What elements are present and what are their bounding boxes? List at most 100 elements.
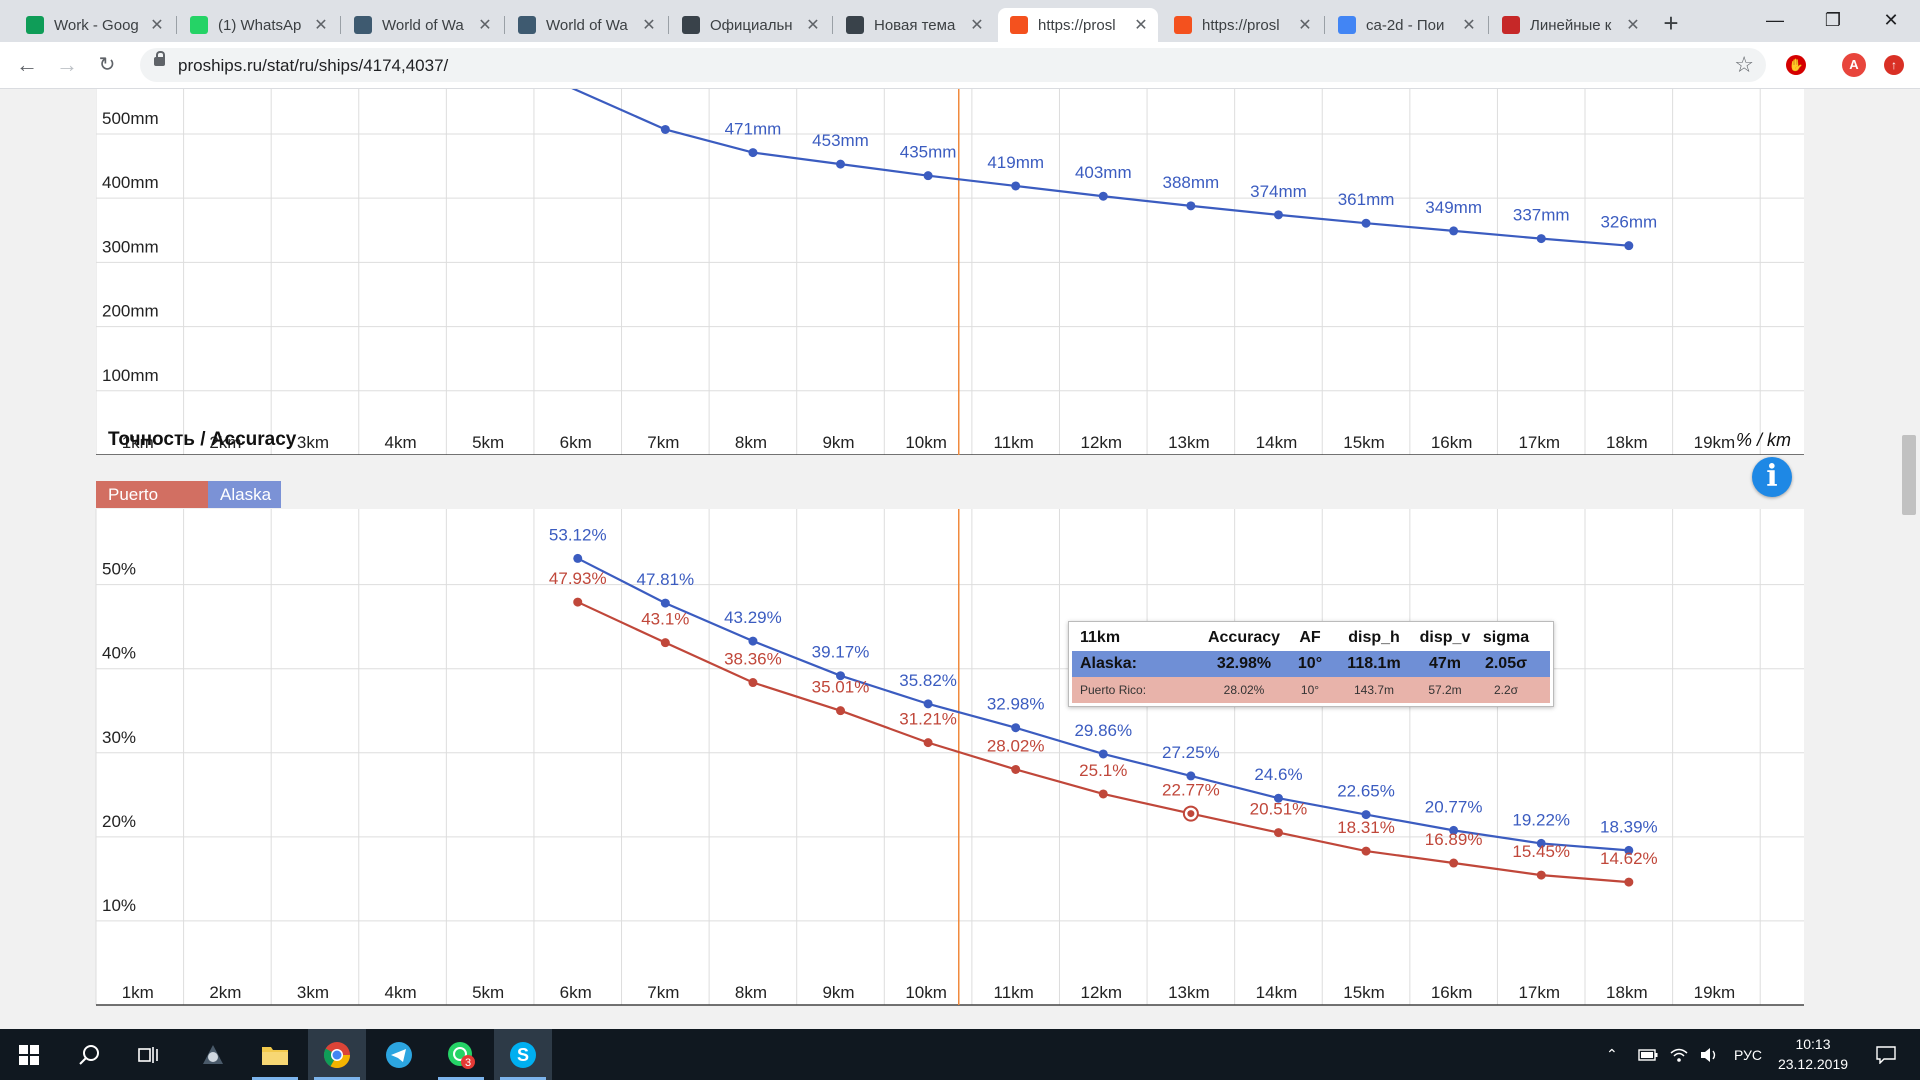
language-indicator[interactable]: РУС — [1734, 1046, 1763, 1063]
accuracy-tooltip: 11km Accuracy AF disp_h disp_v sigma Ala… — [1068, 621, 1554, 707]
tab-separator — [340, 16, 341, 34]
address-bar[interactable]: proships.ru/stat/ru/ships/4174,4037/ ☆ — [140, 48, 1766, 82]
profile-avatar[interactable]: A — [1842, 53, 1866, 77]
browser-tab-strip: + — ❐ ✕ Work - Goog ✕ (1) WhatsAp ✕ World of… — [0, 0, 1920, 42]
system-clock[interactable]: 10:13 23.12.2019 — [1768, 1034, 1858, 1074]
browser-tab-title: World of Wa — [382, 16, 464, 34]
tooltip-sigma-value: 2.05σ — [1484, 655, 1528, 672]
browser-tab[interactable]: World of Wa ✕ — [342, 8, 502, 42]
accuracy-chart-panel — [96, 509, 1804, 1005]
tooltip-ship-name: Puerto Rico: — [1080, 683, 1147, 697]
tooltip-col-accuracy: Accuracy — [1207, 629, 1281, 646]
url-text[interactable]: proships.ru/stat/ru/ships/4174,4037/ — [178, 56, 449, 75]
forward-icon[interactable]: → — [56, 52, 78, 77]
reload-icon[interactable]: ↻ — [98, 54, 116, 76]
site-icon — [1502, 16, 1520, 34]
bookmark-star-icon[interactable]: ☆ — [1734, 52, 1754, 77]
browser-tab[interactable]: Линейные к ✕ — [1490, 8, 1650, 42]
page-scrollbar[interactable] — [1898, 89, 1920, 1029]
whatsapp-taskbar-icon[interactable]: 3 — [432, 1029, 490, 1080]
tooltip-distance: 11km — [1080, 629, 1121, 646]
wows-icon — [518, 16, 536, 34]
whatsapp-icon — [190, 16, 208, 34]
accuracy-unit-label: % / km — [1736, 430, 1792, 450]
minimize-button[interactable]: — — [1766, 10, 1784, 30]
tab-separator — [668, 16, 669, 34]
back-icon[interactable]: ← — [16, 52, 38, 77]
penetration-chart-panel — [96, 89, 1804, 455]
browser-tab[interactable]: https://prosl ✕ — [1162, 8, 1322, 42]
browser-tab-title: Новая тема — [874, 16, 956, 34]
tooltip-col-af: AF — [1299, 629, 1321, 646]
file-explorer-icon[interactable] — [246, 1029, 304, 1080]
browser-tab-title: Официальн — [710, 16, 793, 34]
browser-tab-title: Линейные к — [1530, 16, 1612, 34]
tab-close-icon[interactable]: ✕ — [478, 17, 492, 34]
chrome-taskbar-icon[interactable] — [308, 1029, 366, 1080]
browser-toolbar: ← → ↻ proships.ru/stat/ru/ships/4174,403… — [0, 42, 1920, 89]
tooltip-col-disp-h: disp_h — [1348, 629, 1400, 646]
browser-tab[interactable]: https://prosl ✕ — [998, 8, 1158, 42]
tray-chevron-icon[interactable]: ⌃ — [1606, 1046, 1618, 1062]
browser-tab-title: World of Wa — [546, 16, 628, 34]
tab-close-icon[interactable]: ✕ — [1626, 17, 1640, 34]
tooltip-disp-h-value: 143.7m — [1353, 683, 1395, 697]
tab-close-icon[interactable]: ✕ — [806, 17, 820, 34]
info-icon[interactable]: i — [1752, 457, 1792, 497]
extension-adblock-icon[interactable]: ✋ — [1786, 55, 1806, 75]
browser-tab[interactable]: Новая тема ✕ — [834, 8, 994, 42]
telegram-icon[interactable] — [370, 1029, 428, 1080]
tab-close-icon[interactable]: ✕ — [314, 17, 328, 34]
start-windows-icon[interactable] — [0, 1029, 58, 1080]
update-menu-icon[interactable]: ↑ — [1884, 55, 1904, 75]
lock-icon[interactable] — [154, 51, 165, 66]
volume-icon[interactable] — [1700, 1029, 1720, 1080]
tab-close-icon[interactable]: ✕ — [1134, 17, 1148, 34]
maximize-button[interactable]: ❐ — [1824, 10, 1842, 30]
tooltip-disp-v-value: 47m — [1428, 655, 1462, 672]
legend-puerto-rico[interactable]: Puerto Rico — [96, 481, 208, 531]
tab-close-icon[interactable]: ✕ — [1462, 17, 1476, 34]
tab-separator — [1488, 16, 1489, 34]
browser-tab[interactable]: Work - Goog ✕ — [14, 8, 174, 42]
scrollbar-thumb[interactable] — [1902, 435, 1916, 515]
accuracy-chart-title: Точность / Accuracy — [108, 429, 297, 450]
notifications-icon[interactable] — [1876, 1029, 1896, 1080]
clock-time: 10:13 — [1795, 1036, 1831, 1052]
proships-icon — [1174, 16, 1192, 34]
game-center-icon[interactable] — [184, 1029, 242, 1080]
wows-icon — [354, 16, 372, 34]
google-icon — [1338, 16, 1356, 34]
wifi-icon[interactable] — [1670, 1029, 1688, 1080]
tooltip-accuracy-value: 32.98% — [1216, 655, 1272, 672]
tab-close-icon[interactable]: ✕ — [150, 17, 164, 34]
sheets-icon — [26, 16, 44, 34]
legend-alaska[interactable]: Alaska — [208, 481, 281, 508]
browser-tab-title: ca-2d - Пои — [1366, 16, 1445, 34]
browser-tab-title: https://prosl — [1038, 16, 1116, 34]
browser-tab[interactable]: ca-2d - Пои ✕ — [1326, 8, 1486, 42]
battery-icon[interactable] — [1638, 1029, 1658, 1080]
tooltip-col-sigma: sigma — [1482, 629, 1530, 646]
browser-tab[interactable]: World of Wa ✕ — [506, 8, 666, 42]
task-view-icon[interactable] — [120, 1029, 178, 1080]
search-icon[interactable] — [60, 1029, 118, 1080]
new-tab-button[interactable]: + — [1663, 8, 1679, 38]
svg-text:S: S — [517, 1045, 529, 1065]
tooltip-ship-name: Alaska: — [1080, 655, 1137, 672]
tab-separator — [504, 16, 505, 34]
wows-forum-icon — [682, 16, 700, 34]
tab-close-icon[interactable]: ✕ — [970, 17, 984, 34]
browser-tab[interactable]: Официальн ✕ — [670, 8, 830, 42]
proships-icon — [1010, 16, 1028, 34]
skype-icon[interactable]: S — [494, 1029, 552, 1080]
tab-separator — [832, 16, 833, 34]
tooltip-header-row: 11km Accuracy AF disp_h disp_v sigma — [1072, 625, 1550, 651]
tab-close-icon[interactable]: ✕ — [1298, 17, 1312, 34]
browser-tab[interactable]: (1) WhatsAp ✕ — [178, 8, 338, 42]
page-content — [0, 89, 1920, 1029]
tooltip-af-value: 10° — [1300, 683, 1320, 697]
browser-tab-title: https://prosl — [1202, 16, 1280, 34]
tab-close-icon[interactable]: ✕ — [642, 17, 656, 34]
close-window-button[interactable]: ✕ — [1883, 10, 1899, 30]
